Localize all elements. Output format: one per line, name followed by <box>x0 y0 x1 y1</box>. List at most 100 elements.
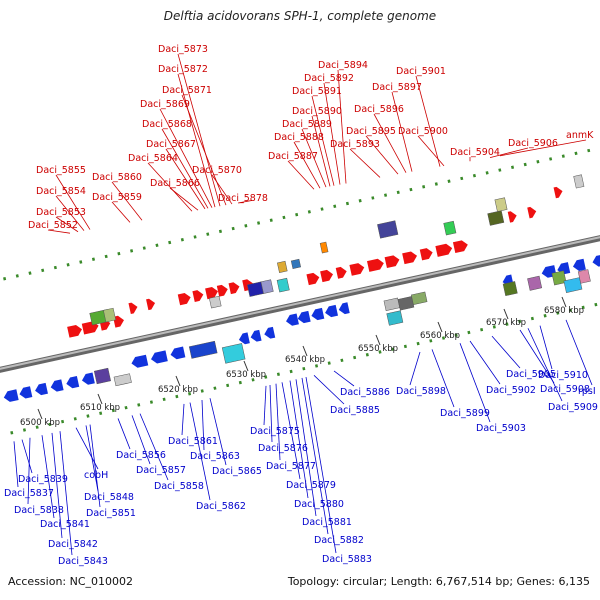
track-dot <box>61 419 65 424</box>
track-dot <box>314 364 319 368</box>
bottom-leader-line <box>59 431 73 556</box>
bottom-gene-label: Daci_5898 <box>396 386 446 397</box>
track-dot <box>480 327 484 332</box>
track-dot <box>15 274 19 278</box>
track-dot <box>454 333 458 337</box>
gene-feature <box>435 243 453 257</box>
track-dot <box>556 311 560 315</box>
track-dot <box>264 375 268 379</box>
gene-feature <box>335 266 347 279</box>
bottom-gene-label: Daci_5899 <box>440 408 490 419</box>
gene-feature <box>319 241 329 254</box>
top-gene-label: Daci_5852 <box>28 220 78 231</box>
bottom-gene-label: Daci_5908 <box>540 384 590 395</box>
scale-tick-label: 6580 kbp <box>544 306 584 316</box>
scale-tick-mark <box>375 334 381 346</box>
accession-text: Accession: NC_010002 <box>8 575 133 588</box>
track-dot <box>302 366 306 371</box>
gene-feature <box>238 332 250 345</box>
gene-feature <box>502 281 518 297</box>
track-dot <box>422 185 426 189</box>
gene-feature <box>507 211 517 223</box>
top-gene-label: Daci_5860 <box>92 172 142 183</box>
bottom-gene-label: Daci_5909 <box>548 402 598 413</box>
bottom-leader-line <box>201 399 205 451</box>
bottom-leader-line <box>209 398 227 466</box>
bottom-leader-line <box>431 349 455 408</box>
bottom-gene-label: Daci_5838 <box>14 505 64 516</box>
gene-feature <box>397 296 415 311</box>
gene-feature <box>325 304 339 318</box>
gene-feature <box>410 291 428 306</box>
track-dot <box>333 204 337 209</box>
track-dot <box>99 411 103 415</box>
track-dot <box>66 263 70 267</box>
top-leader-line <box>111 181 143 221</box>
gene-feature <box>113 373 132 387</box>
bottom-leader-line <box>263 385 267 426</box>
top-gene-label: Daci_5869 <box>140 99 190 110</box>
bottom-leader-line <box>13 441 19 488</box>
track-dot <box>581 305 585 310</box>
top-leader-line <box>311 95 335 186</box>
gene-feature <box>221 343 246 364</box>
top-leader-line <box>181 94 227 206</box>
top-leader-line <box>237 200 253 204</box>
scale-ticks: 6500 kbp 6510 kbp 6520 kbp 6530 kbp 6540 kbp… <box>3 148 598 435</box>
map-title: Delftia acidovorans SPH-1, complete geno… <box>164 9 436 23</box>
track-dot <box>104 254 108 259</box>
track-dot <box>3 276 7 281</box>
top-gene-label: Daci_5853 <box>36 207 86 218</box>
track-dot <box>257 221 261 225</box>
gene-feature <box>592 254 600 267</box>
top-leader-line <box>159 108 213 208</box>
top-leader-line <box>55 195 85 231</box>
gene-feature <box>103 307 117 323</box>
track-dot <box>188 392 192 396</box>
track-dot <box>86 414 90 418</box>
track-dot <box>282 215 286 220</box>
track-dot <box>137 403 141 407</box>
gene-feature <box>188 340 218 359</box>
track-dot <box>510 165 515 170</box>
top-leader-line <box>391 91 413 172</box>
gene-feature <box>35 382 48 396</box>
scale-tick-label: 6540 kbp <box>285 355 325 365</box>
top-gene-label: Daci_5900 <box>398 126 448 137</box>
top-gene-label: Daci_5868 <box>142 119 192 130</box>
scale-tick-label: 6510 kbp <box>80 403 120 413</box>
gene-feature <box>573 174 585 189</box>
top-leader-line <box>177 53 221 207</box>
track-dot <box>206 232 210 236</box>
track-dot <box>53 265 57 270</box>
top-gene-label: Daci_5888 <box>274 132 324 143</box>
bottom-leader-line <box>305 377 337 554</box>
bottom-gene-label: Daci_5910 <box>538 370 588 381</box>
top-gene-label: Daci_5895 <box>346 126 396 137</box>
bottom-gene-label: rpsI <box>578 386 596 397</box>
scale-tick-label: 6520 kbp <box>158 385 198 395</box>
track-dot <box>543 314 547 318</box>
top-leader-line <box>169 187 199 211</box>
genome-summary-text: Topology: circular; Length: 6,767,514 bp… <box>287 575 590 588</box>
bottom-gene-label: Daci_5837 <box>4 488 54 499</box>
track-dot <box>396 190 400 195</box>
gene-feature <box>527 275 543 291</box>
bottom-leader-line <box>565 319 593 386</box>
top-gene-label: anmK <box>566 130 594 141</box>
gene-labels: Daci_5873 Daci_5872 Daci_5871 Daci_5869 Daci… <box>4 44 598 567</box>
track-dot <box>35 425 39 429</box>
top-gene-label: Daci_5867 <box>146 139 196 150</box>
gene-feature <box>3 389 19 402</box>
bottom-leader-line <box>27 437 31 505</box>
scale-tick-label: 6550 kbp <box>358 344 398 354</box>
track-dot <box>574 151 578 156</box>
gene-feature <box>553 186 563 199</box>
gene-feature <box>205 286 218 300</box>
track-dot <box>130 249 134 253</box>
top-leader-line <box>55 216 79 233</box>
track-dot <box>492 325 496 329</box>
bottom-gene-label: Daci_5848 <box>84 492 134 503</box>
track-dot <box>193 235 197 239</box>
track-dot <box>41 268 45 273</box>
